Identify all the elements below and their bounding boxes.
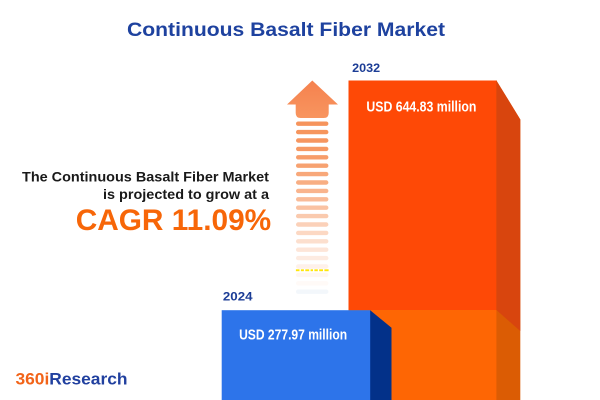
svg-text:USD 277.97 million: USD 277.97 million (239, 326, 347, 343)
svg-text:2032: 2032 (352, 61, 380, 75)
svg-text:2024: 2024 (223, 290, 253, 304)
svg-text:is projected to grow at a: is projected to grow at a (103, 186, 269, 202)
svg-text:CAGR 11.09%: CAGR 11.09% (76, 204, 272, 237)
svg-text:Continuous Basalt Fiber Market: Continuous Basalt Fiber Market (127, 19, 445, 41)
svg-text:USD 644.83 million: USD 644.83 million (366, 99, 476, 115)
svg-text:The Continuous Basalt Fiber Ma: The Continuous Basalt Fiber Market (22, 168, 269, 184)
